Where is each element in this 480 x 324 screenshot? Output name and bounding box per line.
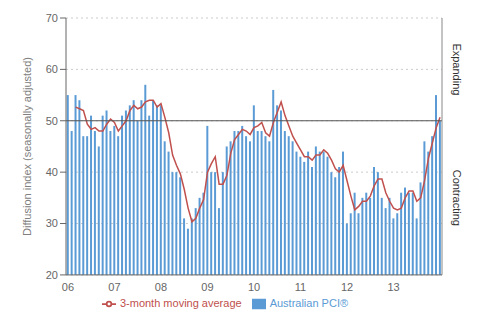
svg-text:11: 11 [295,281,306,293]
svg-text:09: 09 [201,281,213,293]
svg-text:10: 10 [248,281,260,293]
svg-text:12: 12 [341,281,353,293]
svg-text:13: 13 [387,281,399,293]
svg-text:06: 06 [62,281,74,293]
svg-text:30: 30 [46,217,58,229]
svg-text:40: 40 [46,166,58,178]
svg-text:60: 60 [46,63,58,75]
svg-text:07: 07 [108,281,120,293]
svg-text:70: 70 [46,12,58,24]
svg-text:20: 20 [46,269,58,281]
svg-text:50: 50 [46,115,58,127]
svg-text:08: 08 [155,281,167,293]
svg-text:Diffusion index (seasonally ad: Diffusion index (seasonally adjusted) [21,57,33,236]
svg-text:Contracting: Contracting [451,170,463,226]
svg-text:Expanding: Expanding [451,43,463,95]
html-text:Australian PCI®: Australian PCI® [269,296,348,309]
html-text:3-month moving average: 3-month moving average [119,296,242,309]
